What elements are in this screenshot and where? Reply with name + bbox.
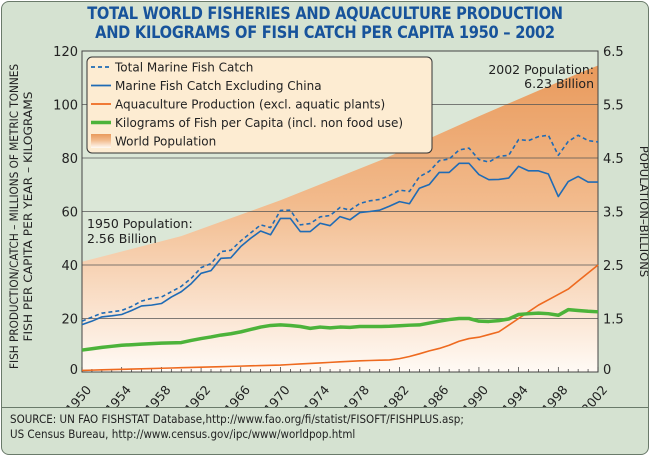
source-line-1: SOURCE: UN FAO FISHSTAT Database,http://… (10, 412, 464, 426)
legend-label: Total Marine Fish Catch (114, 61, 253, 75)
title-line-2: AND KILOGRAMS OF FISH CATCH PER CAPITA 1… (95, 23, 555, 43)
title-line-1: TOTAL WORLD FISHERIES AND AQUACULTURE PR… (87, 4, 563, 24)
legend-label: Aquaculture Production (excl. aquatic pl… (115, 98, 385, 112)
legend-label: Marine Fish Catch Excluding China (115, 79, 322, 93)
y-tick-label-left: 120 (53, 45, 78, 60)
y-tick-label-right: 4.5 (603, 152, 624, 167)
series-line-total-marine-fish-catch (81, 134, 599, 322)
legend-label: World Population (115, 135, 216, 149)
y-tick-label-left: 40 (61, 259, 78, 274)
y-tick-label-right: 5.5 (603, 99, 624, 114)
source-note: SOURCE: UN FAO FISHSTAT Database,http://… (2, 407, 648, 446)
legend-label: Kilograms of Fish per Capita (incl. non … (115, 116, 403, 130)
annotation-1950-population: 1950 Population: (87, 216, 193, 231)
legend-box (86, 56, 433, 154)
y-tick-label-right: 0 (603, 363, 611, 378)
series-line-aquaculture-production-excl-aquatic-plants (81, 264, 599, 372)
y-tick-label-left: 20 (61, 313, 78, 328)
y-tick-label-left: 0 (70, 363, 78, 378)
series-line-marine-fish-catch-excluding-china (81, 162, 598, 326)
world-population-area (82, 65, 598, 372)
legend: Total Marine Fish Catch Marine Fish Catch… (86, 56, 433, 154)
y-tick-label-left: 60 (61, 206, 78, 221)
series-line-kilograms-of-fish-per-capita-incl-non-food-use (81, 307, 599, 352)
source-line-2: US Census Bureau, http://www.census.gov/… (10, 427, 356, 441)
y-tick-label-left: 80 (61, 152, 78, 167)
y-tick-label-right: 3.5 (603, 206, 624, 221)
y-tick-label-right: 1.5 (603, 313, 624, 328)
legend-swatch-population (91, 134, 111, 148)
y-axis-label-left: FISH PER CAPITA PER YEAR – KILOGRAMS (21, 91, 35, 341)
annotation-2002-population: 2002 Population: (488, 62, 594, 77)
y-axis-label-left: FISH PRODUCTION/CATCH – MILLIONS OF METR… (7, 64, 21, 369)
y-tick-label-right: 6.5 (603, 45, 624, 60)
annotation-1950-population-value: 2.56 Billion (87, 231, 157, 246)
annotation-2002-population-value: 6.23 Billion (524, 76, 594, 91)
y-tick-label-right: 2.5 (603, 259, 624, 274)
y-axis-label-right: POPULATION–BILLIONS (637, 146, 648, 277)
y-tick-label-left: 100 (53, 99, 78, 114)
chart-title: TOTAL WORLD FISHERIES AND AQUACULTURE PR… (2, 5, 648, 43)
